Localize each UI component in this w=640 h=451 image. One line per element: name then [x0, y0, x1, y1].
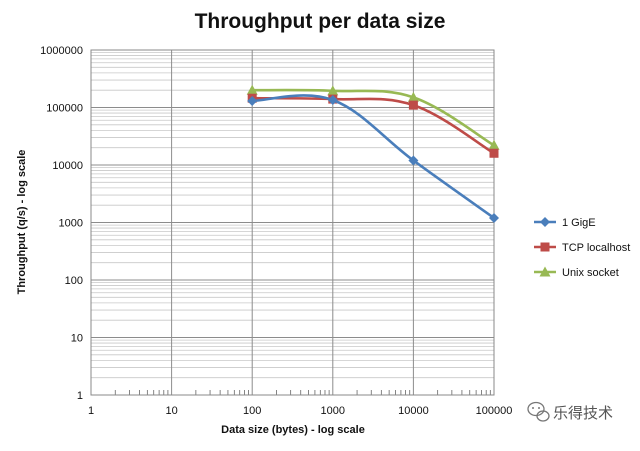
- legend-item-1-gige: 1 GigE: [534, 217, 596, 229]
- series-line-tcp-localhost: [252, 96, 495, 155]
- watermark: 乐得技术: [527, 401, 613, 422]
- x-tick-label: 10: [165, 405, 177, 417]
- y-tick-label: 1000: [59, 218, 83, 230]
- series-line-1-gige: [252, 94, 495, 220]
- legend: 1 GigE TCP localhost Unix socket: [534, 217, 630, 279]
- data-point-1-gige: [408, 155, 419, 166]
- y-tick-label: 10000: [52, 160, 83, 172]
- y-axis-label: Throughput (q/s) - log scale: [16, 150, 28, 295]
- y-tick-label: 100: [65, 275, 83, 287]
- legend-marker-1-gige: [540, 217, 550, 227]
- series-unix-socket: [246, 84, 500, 150]
- legend-label-tcp-localhost: TCP localhost: [562, 242, 630, 254]
- watermark-text: 乐得技术: [553, 405, 613, 422]
- x-tick-label: 100: [243, 405, 261, 417]
- y-tick-label: 1000000: [40, 45, 83, 57]
- y-tick-label: 1: [77, 390, 83, 402]
- x-tick-label: 10000: [398, 405, 429, 417]
- data-point-unix-socket: [488, 139, 500, 150]
- legend-item-unix-socket: Unix socket: [534, 266, 619, 279]
- legend-marker-tcp-localhost: [540, 242, 550, 252]
- wechat-bubble-icon: [527, 401, 550, 422]
- chart-title: Throughput per data size: [195, 10, 446, 33]
- data-point-tcp-localhost: [489, 148, 499, 158]
- series-layer: [246, 84, 500, 223]
- legend-marker-unix-socket: [539, 266, 551, 277]
- y-tick-label: 10: [71, 333, 83, 345]
- y-tick-label: 100000: [46, 103, 83, 115]
- series-line-unix-socket: [252, 88, 495, 147]
- data-point-unix-socket: [246, 84, 258, 95]
- data-point-unix-socket: [327, 85, 339, 96]
- legend-item-tcp-localhost: TCP localhost: [534, 242, 630, 254]
- x-tick-label: 1: [88, 405, 94, 417]
- data-point-1-gige: [489, 212, 499, 223]
- data-point-1-gige: [327, 95, 338, 106]
- series-1-gige: [247, 94, 499, 223]
- data-point-tcp-localhost: [408, 100, 418, 110]
- data-point-1-gige: [247, 95, 258, 106]
- x-axis-label: Data size (bytes) - log scale: [221, 424, 365, 436]
- x-tick-label: 100000: [476, 405, 513, 417]
- data-point-unix-socket: [407, 91, 419, 102]
- legend-label-1-gige: 1 GigE: [562, 217, 596, 229]
- x-tick-label: 1000: [321, 405, 345, 417]
- tick-labels: 1 10 100 1000 10000 100000 1000000 1 10 100 1000 10…: [40, 45, 512, 417]
- grid-lines: [90, 50, 494, 396]
- legend-label-unix-socket: Unix socket: [562, 267, 619, 279]
